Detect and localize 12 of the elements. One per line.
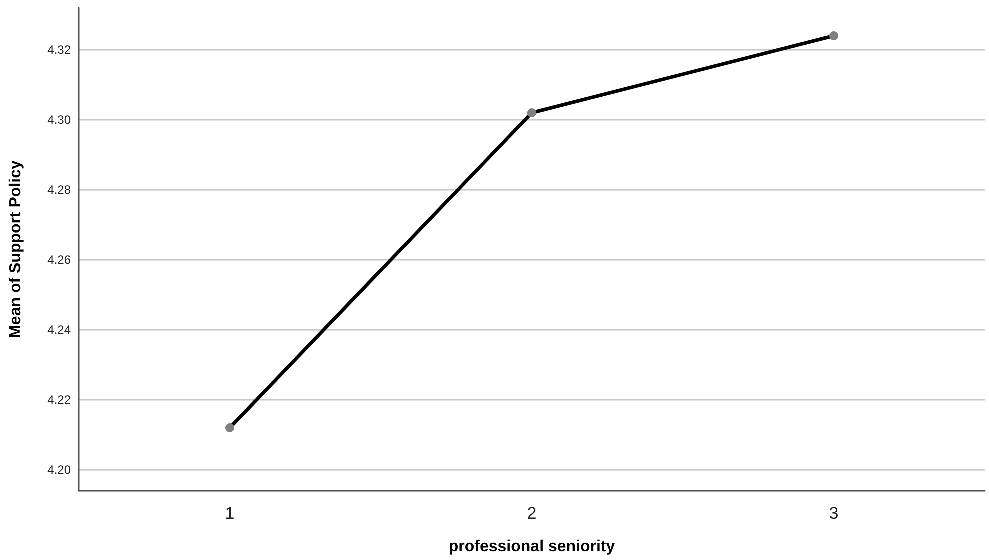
x-tick-label: 2 (527, 504, 537, 523)
y-tick-label: 4.30 (48, 113, 72, 127)
y-tick-label: 4.22 (48, 393, 72, 407)
y-tick-label: 4.24 (48, 323, 72, 337)
y-tick-label: 4.32 (48, 43, 72, 57)
y-tick-label: 4.26 (48, 253, 72, 267)
x-tick-label: 3 (829, 504, 839, 523)
y-tick-label: 4.20 (48, 463, 72, 477)
x-tick-label: 1 (225, 504, 235, 523)
y-axis-title: Mean of Support Policy (8, 160, 24, 338)
y-tick-label: 4.28 (48, 183, 72, 197)
x-axis-title: professional seniority (448, 538, 616, 556)
